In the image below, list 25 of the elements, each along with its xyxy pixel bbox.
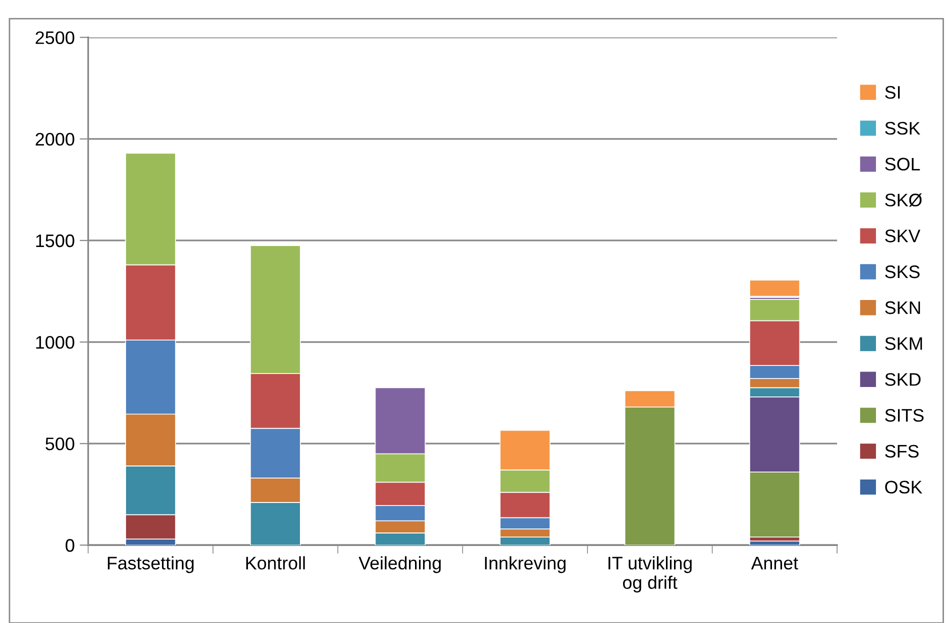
y-tick-label: 500 xyxy=(46,438,74,450)
y-tick-label: 0 xyxy=(66,539,74,552)
y-tick-label: 2500 xyxy=(36,31,74,44)
y-tick-label: 1000 xyxy=(36,336,74,349)
legend-label: SFS xyxy=(885,444,919,458)
legend-label: SKD xyxy=(885,373,921,386)
x-tick-label: IT utvikling og drift xyxy=(608,556,692,593)
y-tick-label: 2000 xyxy=(36,132,74,146)
legend-label: SOL xyxy=(885,158,920,171)
x-tick-label: Innkreving xyxy=(485,556,566,574)
legend-label: OSK xyxy=(885,480,922,494)
legend-label: SKØ xyxy=(885,193,922,207)
legend-label: SKN xyxy=(885,301,920,314)
legend-label: SKV xyxy=(885,230,920,242)
x-tick-label: Kontroll xyxy=(246,556,305,570)
x-tick-label: Annet xyxy=(751,556,798,570)
x-tick-label: Fastsetting xyxy=(108,556,194,574)
legend-label: SITS xyxy=(885,408,924,422)
legend-label: SKS xyxy=(885,265,920,278)
x-tick-label: Veiledning xyxy=(358,556,441,574)
legend-label: SI xyxy=(885,86,900,99)
bar xyxy=(749,280,800,297)
legend-label: SSK xyxy=(885,122,920,135)
y-tick-label: 1500 xyxy=(36,234,74,248)
legend-label: SKM xyxy=(885,337,922,350)
